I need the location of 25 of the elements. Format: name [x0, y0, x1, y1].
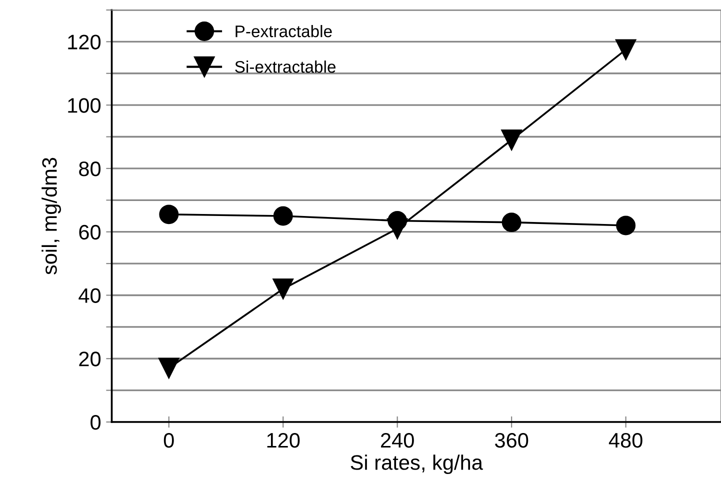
y-tick-label: 0: [90, 415, 101, 430]
x-tick-label: 0: [164, 432, 174, 448]
point: [159, 204, 179, 224]
x-axis-title: Si rates, kg/ha: [350, 454, 483, 474]
point: [615, 39, 636, 60]
legend-label: P-extractable: [236, 25, 332, 38]
y-tick-label: 120: [68, 34, 101, 50]
point: [272, 278, 294, 300]
legend-label: Si-extractable: [235, 60, 336, 73]
y-tick-label: 40: [78, 288, 101, 303]
point: [158, 358, 180, 379]
point: [501, 130, 522, 150]
point: [388, 211, 408, 230]
point: [502, 212, 522, 232]
point: [616, 216, 636, 236]
y-tick-label: 60: [79, 224, 101, 240]
y-tick-label: 100: [68, 98, 101, 113]
point: [273, 206, 293, 226]
x-tick-label: 480: [608, 432, 642, 448]
x-tick-label: 120: [267, 432, 300, 448]
y-tick-label: 80: [79, 161, 101, 176]
x-tick-label: 360: [494, 432, 528, 448]
y-tick-label: 20: [79, 352, 101, 366]
y-axis-title: soil, mg/dm3: [42, 158, 62, 274]
x-tick-label: 240: [381, 432, 414, 448]
